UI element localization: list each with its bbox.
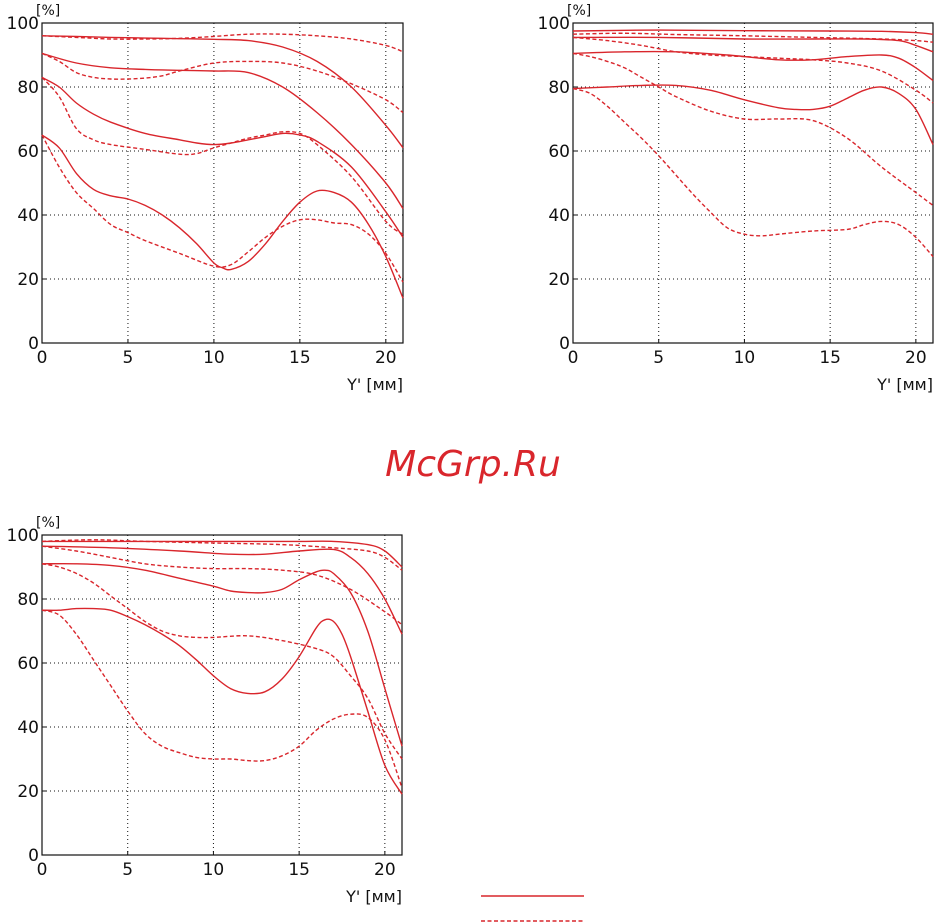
x-tick-label: 20: [905, 348, 927, 368]
plot-frame: [41, 534, 403, 856]
series-line-dashed: [41, 563, 403, 760]
y-tick-label: 100: [538, 14, 570, 34]
y-tick-label: 60: [548, 142, 570, 162]
y-tick-label: 100: [7, 14, 39, 34]
legend: [481, 895, 584, 922]
series-line-solid: [572, 29, 934, 35]
x-tick-label: 5: [653, 348, 664, 368]
series-line-solid: [41, 52, 404, 209]
grid: [42, 535, 402, 855]
y-tick-label: 0: [559, 334, 570, 354]
y-tick-label: 60: [17, 654, 39, 674]
series-line-solid: [572, 36, 934, 53]
x-tick-label: 5: [123, 348, 134, 368]
series-line-solid: [41, 607, 403, 795]
watermark: McGrp.Ru: [385, 444, 561, 485]
mtf-chart-top-left: 0 5 10 15 20 0 20 40 60 80 100[%] Y' [мм]: [7, 3, 404, 394]
x-tick-label: 10: [203, 860, 225, 880]
series-line-dashed: [41, 52, 404, 114]
x-axis-label: Y' [мм]: [345, 887, 402, 906]
series-line-solid: [572, 84, 934, 145]
series-line-solid: [572, 50, 934, 82]
plot-frame: [41, 22, 404, 344]
y-tick-label: 80: [17, 590, 39, 610]
series-line-dashed: [572, 87, 934, 258]
series-line-dashed: [41, 539, 403, 571]
curves: [41, 539, 403, 795]
y-axis-unit-label: [%]: [36, 3, 60, 19]
x-tick-label: 20: [374, 860, 396, 880]
mtf-chart-bottom-left: 0 5 10 15 20 0 20 40 60 80 100[%] Y' [мм]: [7, 515, 403, 906]
y-tick-label: 40: [17, 718, 39, 738]
y-tick-label: 0: [28, 334, 39, 354]
series-line-solid: [41, 134, 404, 299]
y-axis-unit-label: [%]: [567, 3, 591, 19]
series-line-solid: [41, 35, 404, 149]
x-tick-label: 5: [122, 860, 133, 880]
series-line-solid: [41, 76, 404, 238]
plot-frame: [572, 22, 934, 344]
curves: [572, 29, 934, 258]
series-line-dashed: [572, 36, 934, 104]
y-tick-label: 20: [17, 782, 39, 802]
y-tick-label: 0: [28, 846, 39, 866]
series-line-dashed: [41, 76, 404, 235]
x-tick-label: 15: [289, 348, 311, 368]
x-tick-label: 0: [37, 860, 48, 880]
x-tick-label: 0: [37, 348, 48, 368]
x-tick-label: 15: [819, 348, 841, 368]
series-line-dashed: [41, 545, 403, 626]
series-line-dashed: [41, 609, 403, 789]
y-tick-label: 20: [548, 270, 570, 290]
y-tick-label: 60: [17, 142, 39, 162]
y-tick-label: 80: [17, 78, 39, 98]
series-line-solid: [42, 540, 403, 568]
series-line-dashed: [41, 134, 404, 283]
mtf-chart-top-right: 0 5 10 15 20 0 20 40 60 80 100[%] Y' [мм]: [538, 3, 934, 394]
x-tick-label: 10: [203, 348, 225, 368]
series-line-solid: [41, 545, 403, 635]
series-line-solid: [41, 562, 403, 747]
series-line-dashed: [572, 32, 934, 43]
x-axis-label: Y' [мм]: [346, 375, 403, 394]
x-tick-label: 0: [568, 348, 579, 368]
x-tick-label: 20: [375, 348, 397, 368]
y-tick-label: 80: [548, 78, 570, 98]
y-tick-label: 20: [17, 270, 39, 290]
y-tick-label: 40: [548, 206, 570, 226]
x-tick-label: 15: [288, 860, 310, 880]
curves: [41, 33, 404, 299]
series-line-dashed: [41, 33, 404, 53]
grid: [573, 23, 933, 343]
y-tick-label: 100: [7, 526, 39, 546]
x-tick-label: 10: [734, 348, 756, 368]
series-line-dashed: [572, 52, 934, 206]
x-axis-label: Y' [мм]: [876, 375, 933, 394]
y-axis-unit-label: [%]: [36, 515, 60, 531]
y-tick-label: 40: [17, 206, 39, 226]
